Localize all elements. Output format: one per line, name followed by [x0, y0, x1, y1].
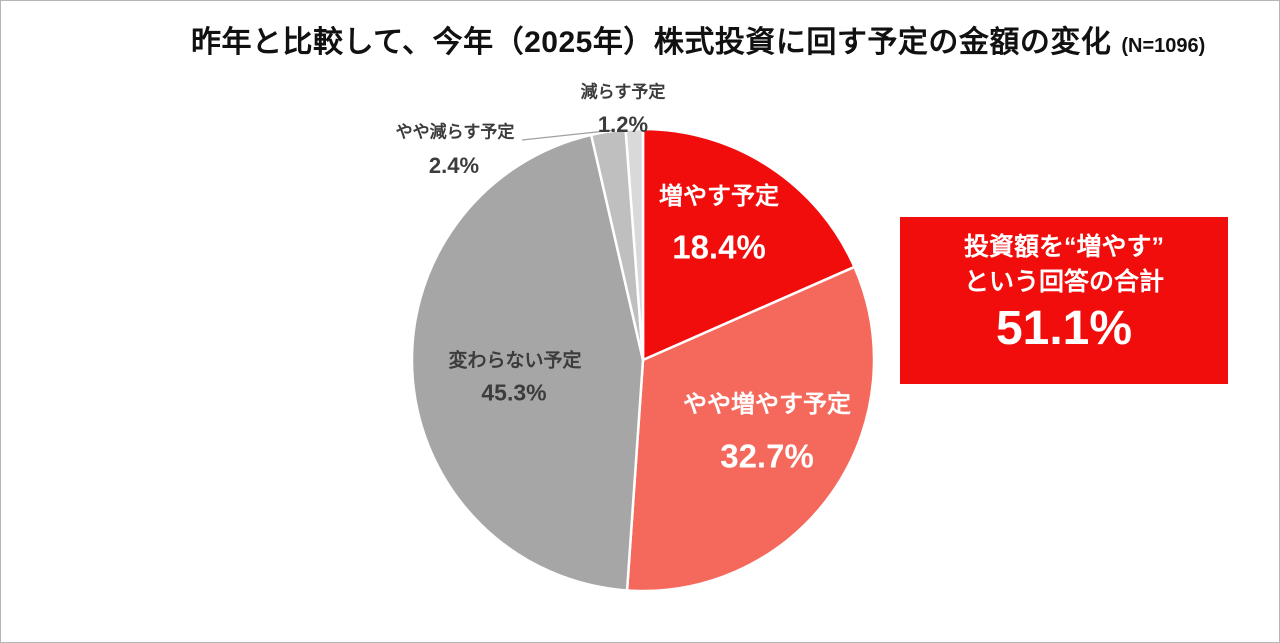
summary-callout-box: 投資額を“増やす” という回答の合計 51.1% — [900, 217, 1228, 384]
page-title-text: 昨年と比較して、今年（2025年）株式投資に回す予定の金額の変化 — [191, 26, 1112, 59]
slice-label-fuyasu: 増やす予定 — [659, 183, 779, 210]
pie-slice-0 — [641, 127, 856, 362]
pie-slice-4 — [624, 127, 645, 362]
summary-callout-line2: という回答の合計 — [963, 268, 1164, 296]
leader-line-yaya-herasu — [521, 129, 616, 141]
page-title: 昨年と比較して、今年（2025年）株式投資に回す予定の金額の変化 (N=1096… — [191, 17, 1205, 61]
pie-slice-2 — [410, 133, 645, 592]
summary-callout-value: 51.1% — [995, 302, 1133, 355]
slice-label-yaya-fuyasu: やや増やす予定 — [683, 391, 851, 418]
slice-value-herasu: 1.2% — [597, 112, 649, 137]
slice-value-yaya-fuyasu: 32.7% — [720, 437, 814, 475]
slice-value-yaya-herasu: 2.4% — [428, 153, 480, 178]
slice-value-kawaranai: 45.3% — [481, 379, 547, 406]
pie-slices — [410, 127, 876, 593]
slice-label-yaya-herasu: やや減らす予定 — [395, 122, 515, 142]
slice-label-kawaranai: 変わらない予定 — [448, 350, 582, 372]
slice-value-fuyasu: 18.4% — [672, 228, 766, 266]
slice-label-herasu: 減らす予定 — [580, 82, 666, 102]
pie-slice-1 — [625, 265, 876, 593]
sample-size-note: (N=1096) — [1121, 35, 1206, 57]
summary-callout-line1: 投資額を“増やす” — [963, 233, 1164, 261]
